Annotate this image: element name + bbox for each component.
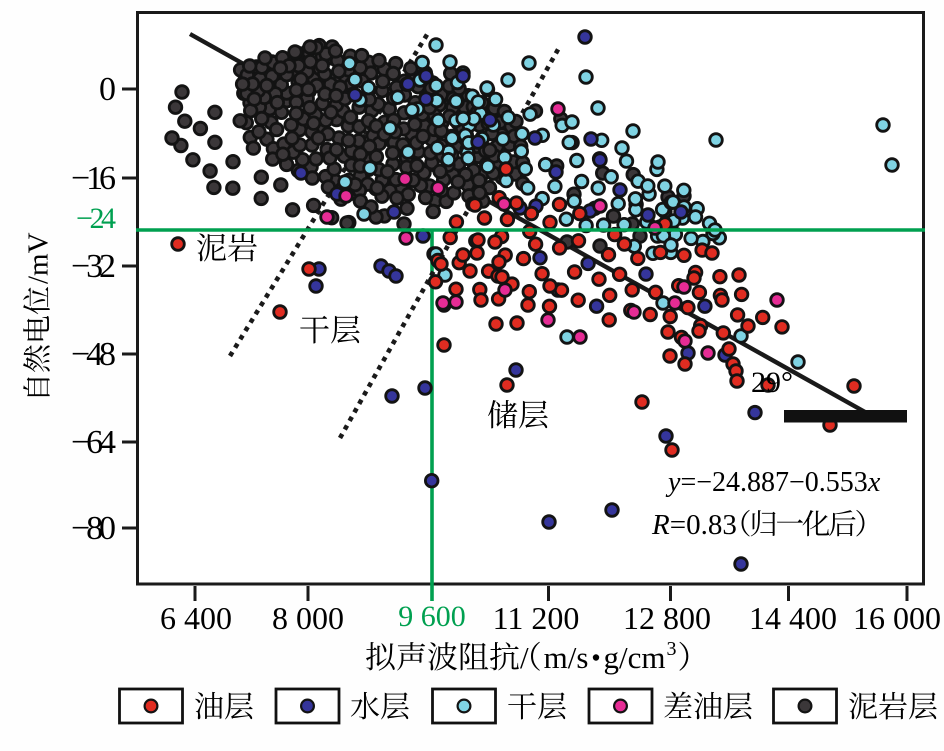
svg-text:11 200: 11 200 bbox=[493, 600, 580, 636]
svg-text:m/s: m/s bbox=[544, 640, 589, 675]
svg-text:−24: −24 bbox=[76, 202, 116, 235]
svg-text:−64: −64 bbox=[71, 424, 116, 461]
svg-text:−80: −80 bbox=[71, 510, 116, 547]
svg-text:/mV: /mV bbox=[23, 232, 55, 284]
svg-text:12 800: 12 800 bbox=[623, 600, 711, 636]
svg-text:R=0.83: R=0.83 bbox=[651, 509, 737, 541]
svg-text:16 000: 16 000 bbox=[853, 600, 941, 636]
svg-text:−48: −48 bbox=[71, 336, 116, 373]
svg-text:0: 0 bbox=[99, 71, 116, 108]
svg-text:y=−24.887−0.553x: y=−24.887−0.553x bbox=[665, 467, 881, 498]
svg-text:14 400: 14 400 bbox=[749, 600, 837, 636]
svg-text:/: / bbox=[520, 640, 529, 675]
svg-text:9 600: 9 600 bbox=[398, 600, 466, 633]
svg-text:3: 3 bbox=[667, 638, 677, 660]
svg-text:8 000: 8 000 bbox=[272, 600, 344, 636]
svg-text:−32: −32 bbox=[71, 248, 116, 285]
svg-text:−16: −16 bbox=[71, 160, 116, 197]
svg-text:g/cm: g/cm bbox=[604, 640, 666, 675]
svg-text:6 400: 6 400 bbox=[160, 600, 232, 636]
svg-text:29°: 29° bbox=[751, 366, 793, 399]
